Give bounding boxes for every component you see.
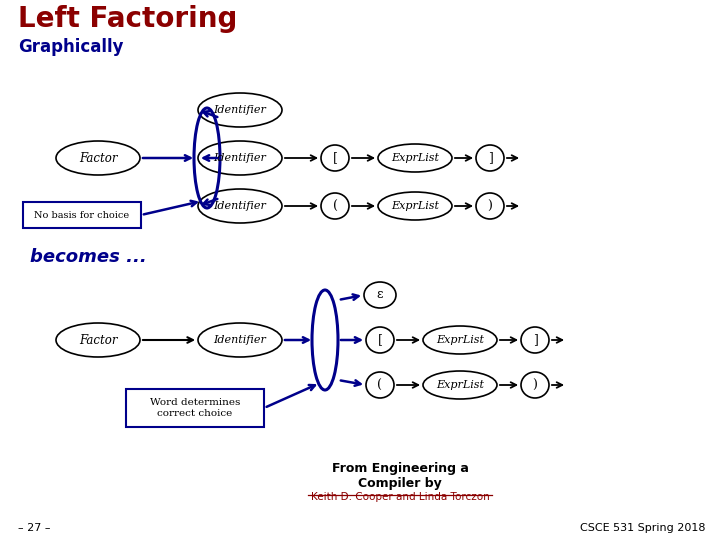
Text: – 27 –: – 27 – (18, 523, 50, 533)
Text: ε: ε (377, 288, 383, 301)
Text: [: [ (377, 334, 382, 347)
Text: Identifier: Identifier (214, 153, 266, 163)
Text: CSCE 531 Spring 2018: CSCE 531 Spring 2018 (580, 523, 705, 533)
Text: (: ( (377, 379, 382, 392)
Text: becomes ...: becomes ... (30, 248, 147, 266)
Text: ]: ] (533, 334, 537, 347)
Text: Factor: Factor (78, 334, 117, 347)
Text: ExprList: ExprList (391, 153, 439, 163)
Text: Word determines
correct choice: Word determines correct choice (150, 399, 240, 418)
Text: [: [ (333, 152, 338, 165)
Text: ExprList: ExprList (391, 201, 439, 211)
Text: ExprList: ExprList (436, 380, 484, 390)
Text: ExprList: ExprList (436, 335, 484, 345)
Text: Left Factoring: Left Factoring (18, 5, 238, 33)
Text: Identifier: Identifier (214, 335, 266, 345)
Text: Identifier: Identifier (214, 201, 266, 211)
Text: (: ( (333, 199, 338, 213)
Text: No basis for choice: No basis for choice (35, 211, 130, 219)
Text: Identifier: Identifier (214, 105, 266, 115)
Text: ): ) (533, 379, 537, 392)
Text: From Engineering a
Compiler by: From Engineering a Compiler by (332, 462, 469, 490)
Text: ): ) (487, 199, 492, 213)
Text: ]: ] (487, 152, 492, 165)
Text: Keith D. Cooper and Linda Torczon: Keith D. Cooper and Linda Torczon (310, 492, 490, 502)
Text: Graphically: Graphically (18, 38, 124, 56)
Text: Factor: Factor (78, 152, 117, 165)
